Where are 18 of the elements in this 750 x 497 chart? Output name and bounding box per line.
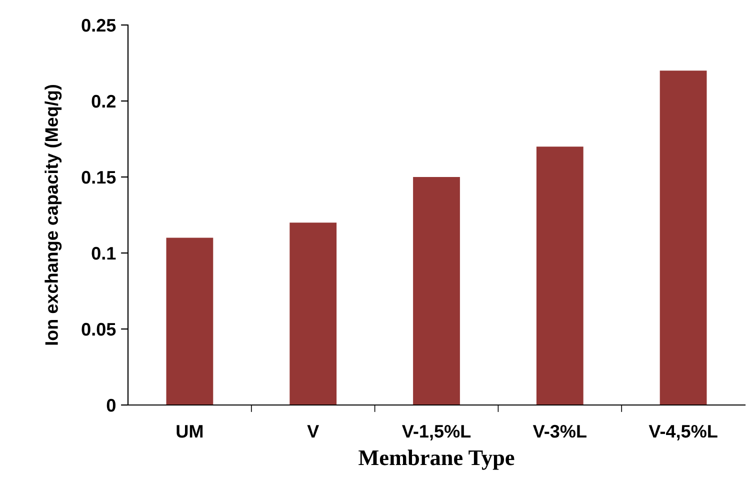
x-tick-label: UM — [176, 425, 203, 438]
bar — [166, 238, 214, 405]
y-tick-label: 0.1 — [92, 246, 116, 260]
y-tick-label: 0 — [106, 398, 116, 412]
bar — [660, 70, 707, 405]
y-tick-label: 0.2 — [92, 94, 116, 108]
y-tick-label: 0.05 — [82, 322, 116, 336]
x-tick-label: V-4,5%L — [648, 424, 718, 440]
bar — [290, 222, 337, 405]
y-tick-label: 0.15 — [82, 170, 116, 184]
bar — [536, 146, 584, 405]
x-tick-label: V-1,5%L — [402, 424, 471, 440]
bar — [413, 177, 460, 405]
x-axis-title: Membrane Type — [358, 450, 514, 470]
y-tick-label: 0.25 — [82, 18, 116, 32]
x-tick-label: V — [307, 425, 319, 438]
y-axis-title: Ion exchange capacity (Meq/g) — [44, 84, 62, 345]
x-tick-label: V-3%L — [532, 424, 586, 438]
